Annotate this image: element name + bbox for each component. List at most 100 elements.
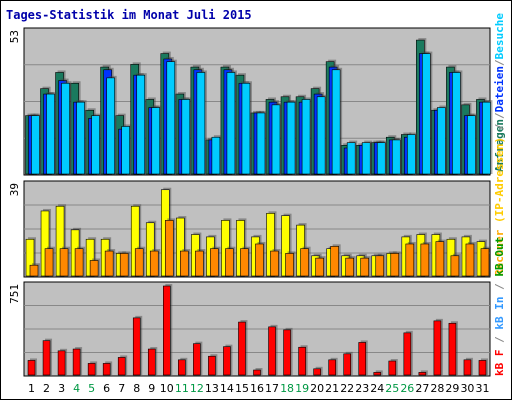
bar-day-3-series-1-face <box>59 248 69 277</box>
bar-day-17-series-1 <box>270 249 281 277</box>
bar-day-31-series-2-face <box>482 101 491 175</box>
bar-day-3-series-1 <box>59 246 71 277</box>
bar-day-18-series-0-face <box>283 329 291 376</box>
bar-day-8-series-1 <box>134 246 146 277</box>
bar-day-29-series-1-face <box>450 255 460 277</box>
bar-day-25-series-0 <box>388 359 398 376</box>
legend-part: / <box>493 277 506 297</box>
bar-day-22-series-0 <box>343 351 353 376</box>
x-tick-label: 1 <box>28 382 35 395</box>
bar-day-7-series-1 <box>119 251 131 277</box>
bar-day-10-series-1 <box>164 218 176 277</box>
x-tick-label: 22 <box>340 382 354 395</box>
bar-day-14-series-1-face <box>225 248 234 277</box>
bar-day-23-series-1-face <box>360 257 370 277</box>
bar-day-21-series-1-face <box>330 246 339 277</box>
y-max-label: 53 <box>8 30 21 43</box>
x-tick-label: 7 <box>118 382 125 395</box>
bar-day-18-series-2-face <box>286 101 296 175</box>
x-tick-label: 6 <box>103 382 110 395</box>
bar-day-1-series-1-face <box>29 264 39 277</box>
bar-day-13-series-0 <box>208 354 218 376</box>
bar-day-2-series-2 <box>46 92 57 175</box>
bar-day-4-series-0-face <box>72 348 81 376</box>
bar-day-2-series-0 <box>42 338 53 376</box>
x-tick-label: 20 <box>310 382 324 395</box>
bar-day-24-series-0-face <box>373 372 382 376</box>
bar-day-14-series-1 <box>225 246 236 277</box>
bar-day-26-series-2 <box>407 132 418 175</box>
bar-day-19-series-1-face <box>300 248 309 277</box>
bar-day-9-series-2-face <box>151 107 161 175</box>
bar-day-29-series-1 <box>450 253 461 277</box>
bar-day-14-series-0-face <box>223 346 231 376</box>
legend-part: / <box>493 123 506 137</box>
bar-day-21-series-2-face <box>331 69 341 175</box>
bar-day-12-series-1 <box>195 249 206 277</box>
bar-day-31-series-1-face <box>480 248 490 277</box>
bar-day-27-series-2 <box>422 51 433 175</box>
bar-day-6-series-1-face <box>104 250 114 277</box>
bar-day-20-series-1 <box>315 256 326 277</box>
bar-day-2-series-0-face <box>42 340 51 376</box>
bar-day-20-series-2 <box>316 94 328 175</box>
bar-day-7-series-2 <box>121 124 132 175</box>
bar-day-8-series-2-face <box>136 74 146 175</box>
bar-day-27-series-0 <box>418 370 428 376</box>
bar-day-24-series-2-face <box>376 142 386 175</box>
bar-day-14-series-2-face <box>226 72 236 175</box>
panel-requests: 53 <box>8 27 493 176</box>
bar-day-11-series-0-face <box>178 359 186 376</box>
legend-text-1: Rechner (IP-Adressen) / <box>493 123 506 276</box>
bar-day-3-series-0 <box>57 348 68 376</box>
bar-day-24-series-0 <box>373 370 383 376</box>
bar-day-15-series-1 <box>240 246 251 277</box>
x-tick-label: 24 <box>370 382 384 395</box>
x-tick-label: 26 <box>400 382 414 395</box>
x-tick-label: 17 <box>265 382 279 395</box>
bar-day-22-series-0-face <box>343 353 351 376</box>
bar-day-28-series-2-face <box>437 107 446 175</box>
bar-day-16-series-0 <box>253 368 263 376</box>
bar-day-28-series-0-face <box>433 320 442 376</box>
x-tick-label: 12 <box>190 382 204 395</box>
bar-day-16-series-2-face <box>256 112 266 175</box>
bar-day-26-series-1 <box>405 241 416 277</box>
legend-part: / <box>493 112 506 119</box>
bar-day-10-series-2 <box>166 59 177 175</box>
legend-part: / <box>493 59 506 66</box>
bar-day-21-series-0-face <box>328 359 336 376</box>
bar-day-5-series-2-face <box>91 115 100 175</box>
bar-day-9-series-1 <box>149 249 161 277</box>
bar-day-27-series-2-face <box>422 53 431 175</box>
bar-day-27-series-1 <box>420 241 431 277</box>
x-tick-label: 14 <box>220 382 234 395</box>
bar-day-19-series-1 <box>300 246 311 277</box>
legend-part: / <box>493 330 506 350</box>
bar-day-2-series-2-face <box>46 93 55 175</box>
bar-day-18-series-1 <box>285 251 296 277</box>
bar-day-25-series-1 <box>390 251 401 277</box>
bar-day-30-series-0-face <box>463 359 472 376</box>
bar-day-11-series-2-face <box>181 99 191 175</box>
bar-day-1-series-2 <box>31 113 42 175</box>
legend-part: (IP-Adressen) <box>493 137 506 230</box>
bar-day-30-series-1 <box>465 241 476 277</box>
bar-day-6-series-0 <box>102 361 113 376</box>
bar-day-9-series-2 <box>151 105 162 175</box>
bar-day-5-series-0 <box>87 361 98 376</box>
bar-day-21-series-0 <box>328 357 338 376</box>
bar-day-15-series-2 <box>241 81 252 175</box>
panel-traffic: 751 <box>8 281 491 377</box>
bar-day-12-series-0 <box>193 341 203 376</box>
legend-part: kB Out <box>493 237 506 277</box>
bar-day-8-series-0 <box>132 315 143 376</box>
bar-day-31-series-0 <box>478 358 488 376</box>
bar-day-11-series-2 <box>181 97 192 175</box>
bar-day-8-series-0-face <box>132 317 141 376</box>
bar-day-9-series-0-face <box>147 348 156 376</box>
panel-hosts: 39 <box>8 180 491 278</box>
bar-day-6-series-1 <box>104 249 116 277</box>
